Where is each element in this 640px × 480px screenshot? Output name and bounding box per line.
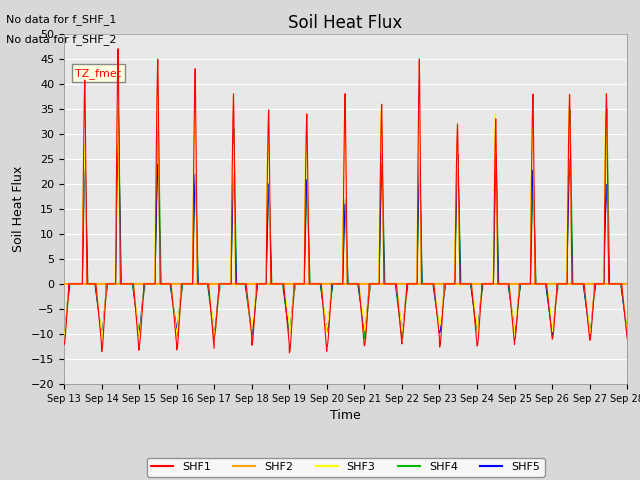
Title: Soil Heat Flux: Soil Heat Flux — [289, 14, 403, 32]
Y-axis label: Soil Heat Flux: Soil Heat Flux — [12, 166, 25, 252]
X-axis label: Time: Time — [330, 409, 361, 422]
Text: No data for f_SHF_2: No data for f_SHF_2 — [6, 34, 117, 45]
Text: No data for f_SHF_1: No data for f_SHF_1 — [6, 14, 116, 25]
Text: TZ_fmet: TZ_fmet — [76, 68, 122, 79]
Legend: SHF1, SHF2, SHF3, SHF4, SHF5: SHF1, SHF2, SHF3, SHF4, SHF5 — [147, 457, 545, 477]
